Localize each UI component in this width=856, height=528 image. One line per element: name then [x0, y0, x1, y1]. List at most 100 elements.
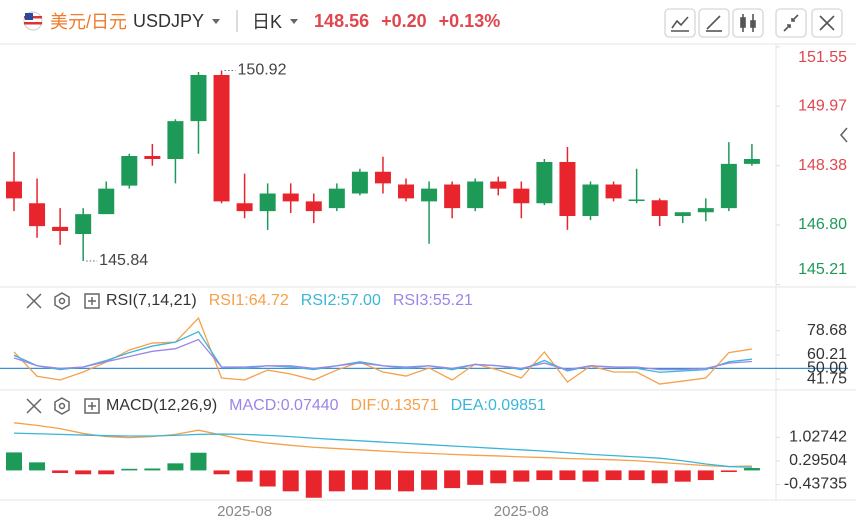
macd-bar	[651, 470, 668, 484]
y-tick-label: 41.75	[807, 370, 847, 387]
candle-body	[282, 193, 299, 202]
candle-body	[98, 188, 115, 215]
dropdown-arrow[interactable]	[210, 16, 222, 26]
candle-body	[398, 184, 415, 199]
y-tick-label: 1.02742	[789, 429, 847, 446]
close-button[interactable]	[811, 8, 843, 38]
divider	[236, 10, 238, 32]
y-tick-label: -0.43735	[784, 476, 847, 493]
x-tick-label: 2025-08	[494, 503, 549, 520]
remove-macd[interactable]	[26, 398, 42, 414]
add-macd[interactable]	[84, 398, 100, 414]
settings-rsi[interactable]	[54, 292, 70, 310]
symbol[interactable]: USDJPY	[133, 10, 205, 31]
macd-bar	[98, 470, 115, 475]
draw-button[interactable]	[698, 8, 730, 38]
legend-entry: MACD:0.07440	[229, 397, 338, 414]
legend-entry: RSI2:57.00	[301, 292, 381, 309]
macd-bar	[328, 470, 345, 492]
candle-body	[467, 181, 484, 209]
indicator-title: RSI(7,14,21)	[106, 292, 197, 309]
shrink-button[interactable]	[775, 8, 807, 38]
annotation: 150.92	[238, 62, 287, 79]
candle-body	[513, 188, 530, 204]
add-rsi[interactable]	[84, 293, 100, 309]
macd-bar	[144, 468, 161, 471]
candle-body	[720, 163, 737, 209]
macd-bar	[52, 470, 69, 473]
y-tick-label: 145.21	[798, 261, 847, 278]
change: +0.20	[381, 10, 427, 31]
macd-bar	[513, 470, 530, 482]
macd-bar	[743, 468, 760, 471]
macd-bar	[374, 470, 391, 490]
legend-entry: DIF:0.13571	[351, 397, 439, 414]
macd-bar	[421, 470, 438, 490]
candle-body	[743, 159, 760, 164]
legend-entry: RSI3:55.21	[393, 292, 473, 309]
candle-body	[121, 156, 138, 186]
macd-bar	[213, 470, 230, 475]
macd-bar	[259, 470, 276, 487]
macd-bar	[582, 470, 599, 482]
candle-body	[29, 203, 46, 227]
candle-body	[628, 199, 645, 201]
y-tick-label: 148.38	[798, 157, 847, 174]
macd-bar	[398, 470, 415, 492]
macd-bar	[559, 470, 576, 481]
flag-icon	[23, 11, 43, 31]
candle-body	[190, 75, 207, 122]
macd-bar	[167, 463, 184, 471]
y-tick-label: 151.55	[798, 49, 847, 66]
macd-bar	[121, 468, 138, 471]
macd-bar	[628, 470, 645, 481]
candle-body	[328, 188, 345, 209]
line-chart-button[interactable]	[664, 8, 696, 38]
candle-body	[374, 171, 391, 184]
reference-label: 50.00	[807, 360, 847, 377]
candle-body	[674, 212, 691, 216]
candle-body	[490, 181, 507, 189]
y-tick-label: 149.97	[798, 97, 847, 114]
macd-bar	[467, 470, 484, 485]
change-pct: +0.13%	[438, 10, 501, 31]
macd-bar	[697, 470, 714, 481]
candle-body	[213, 75, 230, 202]
candle-body	[236, 203, 253, 212]
legend-entry: RSI1:64.72	[209, 292, 289, 309]
macd-bar	[444, 470, 461, 489]
price: 148.56	[314, 10, 370, 31]
candle-body	[582, 184, 599, 216]
macd-bar	[305, 470, 322, 498]
legend-entry: DEA:0.09851	[451, 397, 546, 414]
period[interactable]: 日K	[252, 12, 283, 32]
macd-bar	[29, 462, 46, 471]
macd-bar	[351, 470, 368, 490]
indicator-title: MACD(12,26,9)	[106, 397, 217, 414]
candle-body	[559, 162, 576, 216]
indicator-line	[13, 316, 753, 385]
candle-body	[52, 226, 69, 231]
settings-macd[interactable]	[54, 397, 70, 415]
dropdown-arrow[interactable]	[288, 16, 300, 26]
candle-body	[6, 181, 22, 199]
annotation: 145.84	[99, 252, 148, 269]
symbol-cn: 美元/日元	[50, 12, 128, 32]
collapse-arrow[interactable]	[839, 127, 848, 143]
macd-bar	[6, 452, 22, 471]
macd-bar	[75, 470, 92, 475]
toolbar	[664, 8, 843, 38]
candle-body	[259, 193, 276, 212]
macd-bar	[536, 470, 553, 481]
indicator-button[interactable]	[732, 8, 764, 38]
remove-rsi[interactable]	[26, 293, 42, 309]
macd-bar	[720, 470, 737, 473]
y-tick-label: 146.80	[798, 216, 847, 233]
candle-body	[697, 208, 714, 213]
y-tick-label: 0.29504	[789, 452, 847, 469]
candle-body	[444, 184, 461, 209]
y-tick-label: 78.68	[807, 322, 847, 339]
indicator-line	[13, 338, 752, 371]
